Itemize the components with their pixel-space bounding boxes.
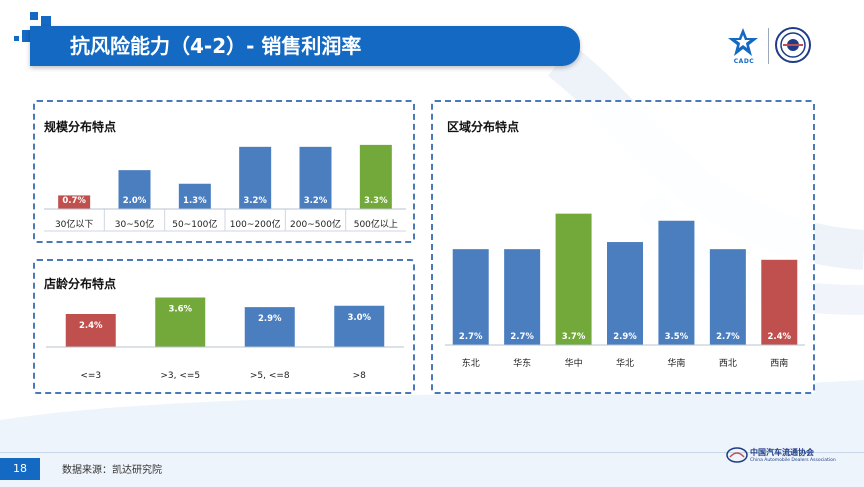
region-bar-chart: 2.7% 东北 2.7% 华东 3.7% 华中 2.9% 华北 3.5% 华南 2.7% 西北 2.4%… — [445, 213, 805, 369]
association-logo-icon — [726, 447, 748, 463]
header-bar — [30, 26, 580, 66]
association-emblem — [775, 27, 811, 63]
scale-chart-title: 规模分布特点 — [44, 120, 117, 134]
page-title: 抗风险能力（4-2）- 销售利润率 — [70, 34, 362, 58]
region-data-label: 2.7% — [716, 332, 740, 342]
age-category-label: >3, <=5 — [160, 371, 200, 381]
age-bar — [244, 307, 295, 347]
scale-data-label: 2.0% — [123, 196, 147, 206]
scale-data-label: 3.2% — [304, 196, 328, 206]
scale-data-label: 3.3% — [364, 196, 388, 206]
age-category-label: <=3 — [80, 371, 101, 381]
scale-category-label: 50~100亿 — [172, 218, 217, 230]
scale-data-label: 3.2% — [243, 196, 267, 206]
scale-bar — [58, 195, 91, 209]
age-data-label: 3.0% — [347, 313, 371, 323]
age-category-label: >5, <=8 — [250, 371, 290, 381]
cadc-logo-text: CADC — [733, 58, 755, 65]
age-bar — [65, 314, 116, 347]
scale-category-label: 100~200亿 — [230, 218, 281, 230]
age-bar — [155, 297, 206, 347]
region-category-label: 华东 — [513, 357, 531, 369]
footer-org-name: 中国汽车流通协会 — [750, 447, 814, 457]
scale-bar-chart: 0.7% 30亿以下 2.0% 30~50亿 1.3% 50~100亿 3.2% 100~20… — [44, 144, 406, 232]
region-bar — [452, 249, 489, 345]
scale-bar — [178, 183, 211, 209]
footer-divider — [0, 452, 864, 453]
header-decoration — [30, 12, 38, 20]
scale-category-label: 200~500亿 — [290, 218, 341, 230]
region-data-label: 3.5% — [665, 332, 689, 342]
region-bar — [555, 213, 592, 345]
age-bar — [334, 305, 385, 347]
logo-divider — [768, 28, 769, 64]
region-data-label: 2.7% — [459, 332, 483, 342]
age-bar-chart: 2.4% <=3 3.6% >3, <=5 2.9% >5, <=8 3.0% >8 — [46, 297, 404, 381]
region-bar — [504, 249, 541, 345]
region-category-label: 西南 — [770, 357, 788, 369]
scale-chart-panel — [33, 100, 415, 243]
region-data-label: 3.7% — [562, 332, 586, 342]
region-category-label: 华中 — [565, 357, 583, 369]
footer-org-name-en: China Automobile Dealers Association — [750, 458, 836, 463]
age-data-label: 3.6% — [168, 305, 192, 315]
region-category-label: 华南 — [667, 357, 685, 369]
region-bar — [761, 259, 798, 345]
header-decoration — [14, 36, 19, 41]
page-number: 18 — [0, 458, 40, 480]
scale-bar — [239, 146, 272, 209]
header-decoration — [41, 16, 51, 26]
scale-bar — [118, 170, 151, 209]
age-data-label: 2.4% — [79, 321, 103, 331]
region-data-label: 2.9% — [613, 332, 637, 342]
scale-bar — [359, 144, 392, 209]
region-category-label: 东北 — [462, 357, 480, 369]
scale-category-label: 30~50亿 — [115, 218, 154, 230]
scale-data-label: 1.3% — [183, 196, 207, 206]
scale-bar — [299, 146, 332, 209]
age-chart-title: 店龄分布特点 — [44, 277, 117, 291]
region-data-label: 2.4% — [767, 332, 791, 342]
age-category-label: >8 — [353, 371, 367, 381]
cadc-logo — [728, 28, 758, 56]
age-data-label: 2.9% — [258, 314, 282, 324]
region-category-label: 西北 — [719, 358, 737, 369]
region-data-label: 2.7% — [510, 332, 534, 342]
scale-data-label: 0.7% — [62, 196, 86, 206]
region-category-label: 华北 — [616, 357, 634, 369]
region-bar — [607, 242, 643, 345]
region-bar — [709, 249, 746, 345]
data-source: 数据来源：凯达研究院 — [62, 465, 162, 476]
region-bar — [658, 220, 695, 345]
scale-category-label: 30亿以下 — [55, 218, 93, 230]
region-chart-title: 区域分布特点 — [447, 120, 520, 134]
scale-category-label: 500亿以上 — [354, 218, 398, 230]
